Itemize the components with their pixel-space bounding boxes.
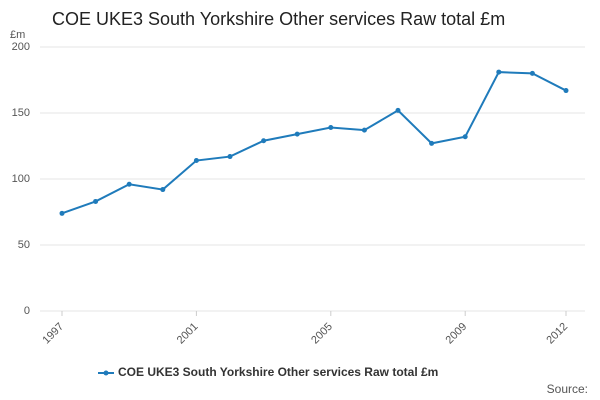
chart-title: COE UKE3 South Yorkshire Other services …: [52, 9, 505, 29]
y-tick-label: 50: [18, 239, 30, 251]
x-tick-label: 2012: [544, 321, 570, 347]
legend-symbol: [103, 370, 109, 376]
point: [294, 131, 300, 137]
point: [395, 107, 401, 113]
point: [59, 210, 65, 216]
point: [261, 138, 267, 144]
legend-label: COE UKE3 South Yorkshire Other services …: [118, 365, 438, 379]
point: [160, 187, 166, 193]
point: [496, 69, 502, 75]
point: [361, 127, 367, 133]
y-tick-label: 0: [24, 305, 30, 317]
y-tick-label: 100: [12, 173, 30, 185]
point: [462, 134, 468, 140]
source: Source:: [547, 382, 588, 396]
point: [193, 158, 199, 164]
y-tick-label: 200: [12, 41, 30, 53]
point: [227, 154, 233, 160]
point: [126, 181, 132, 187]
point: [563, 88, 569, 94]
point: [529, 70, 535, 76]
point: [328, 125, 334, 131]
x-tick-label: 2001: [175, 321, 201, 347]
x-tick-label: 1997: [40, 321, 66, 347]
y-tick-label: 150: [12, 107, 30, 119]
x-tick-label: 2005: [309, 321, 335, 347]
line: [61, 71, 567, 215]
point: [429, 140, 435, 146]
x-tick-label: 2009: [444, 321, 470, 347]
point: [93, 198, 99, 204]
y-unit: £m: [10, 29, 25, 41]
